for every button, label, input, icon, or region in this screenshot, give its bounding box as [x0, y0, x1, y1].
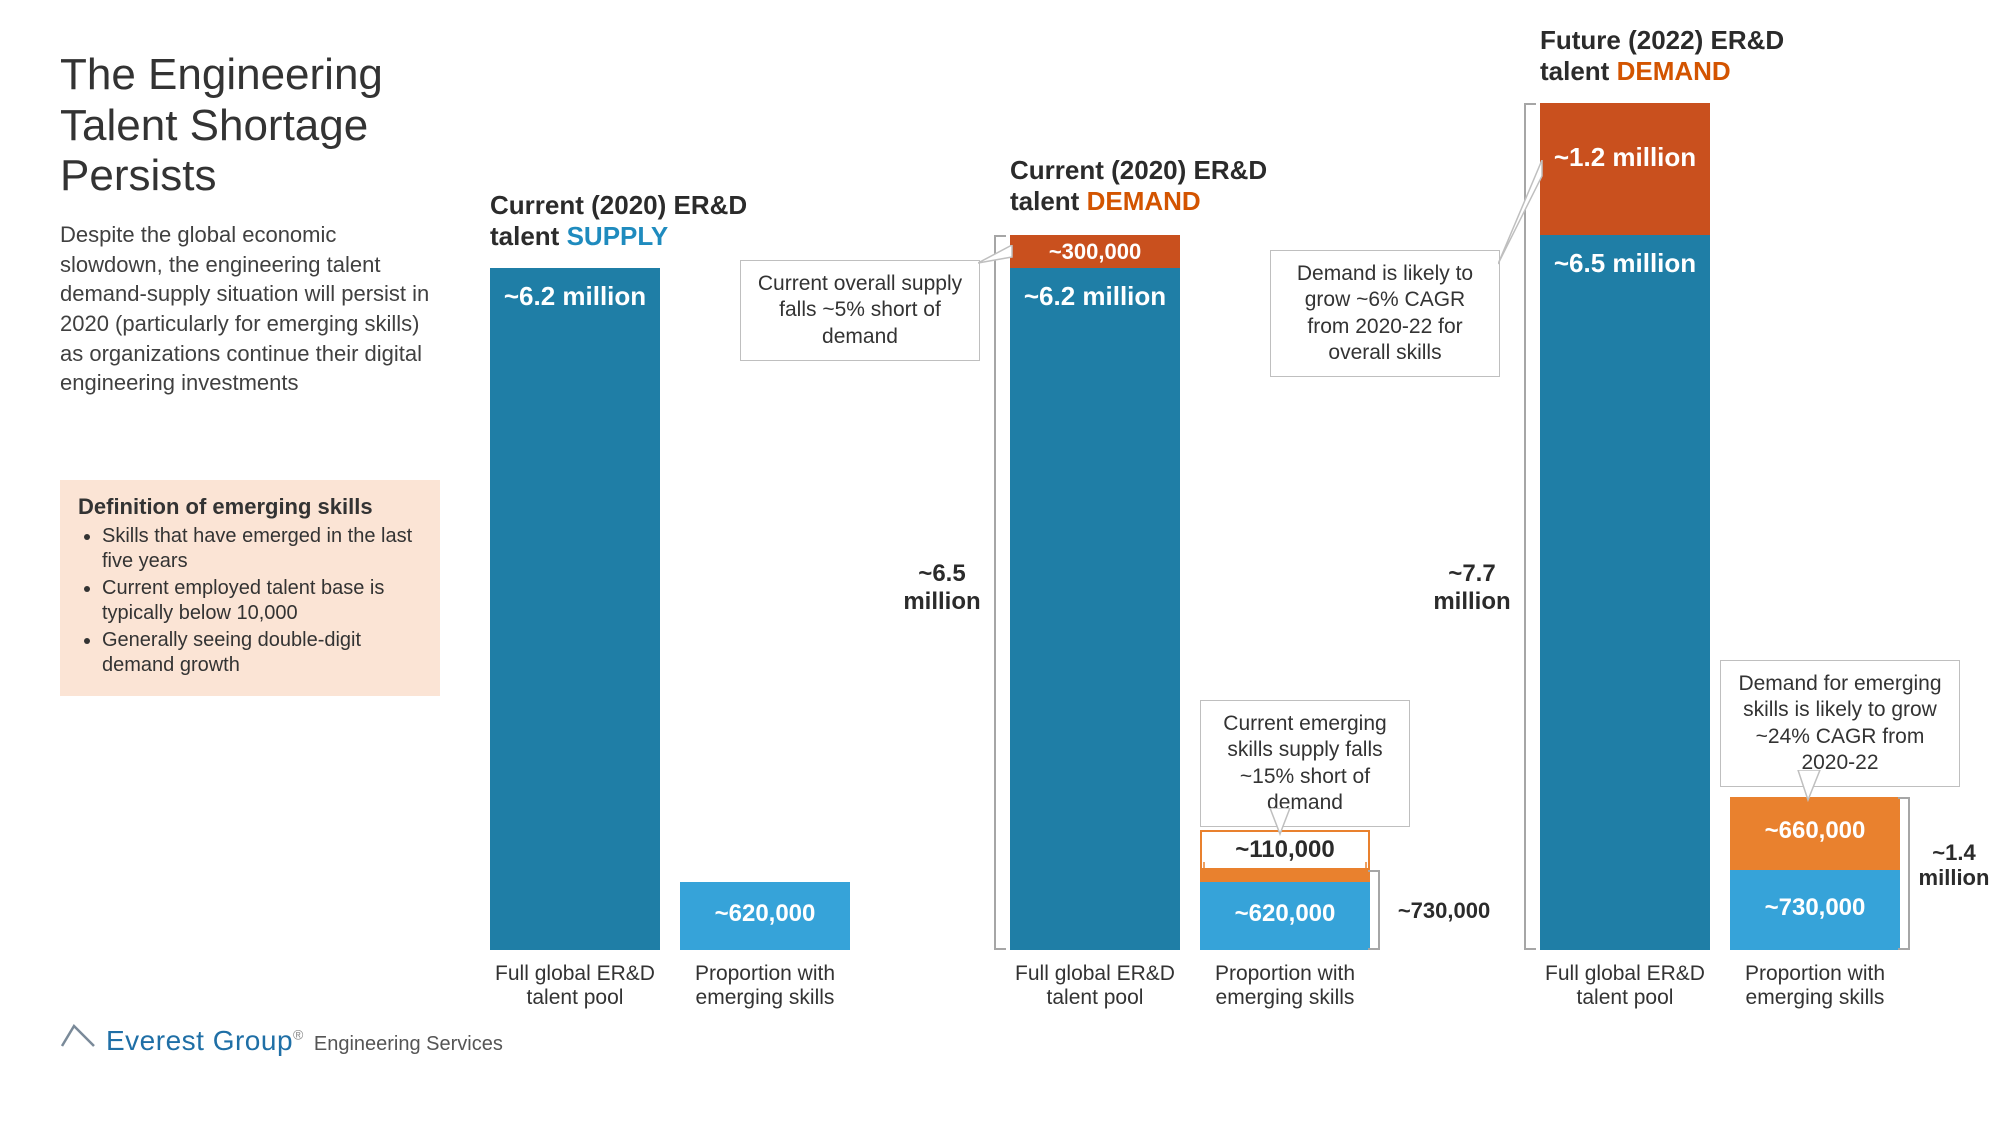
- bracket-emerging-2022: [1908, 797, 1910, 950]
- bar-label: ~6.5 million: [1540, 235, 1710, 279]
- bar-label: ~660,000: [1730, 797, 1900, 845]
- x-label: Full global ER&D talent pool: [1540, 962, 1710, 1010]
- logo-unit: Engineering Services: [314, 1033, 503, 1056]
- bar-label: ~1.2 million: [1540, 103, 1710, 173]
- logo-caret-icon: [60, 1020, 96, 1050]
- bracket-emerging-2020: [1378, 870, 1380, 950]
- page-title: The Engineering Talent Shortage Persists: [60, 50, 440, 202]
- bar-demand2022-full-gap: ~1.2 million: [1540, 103, 1710, 235]
- definition-bullet: Skills that have emerged in the last fiv…: [102, 524, 422, 574]
- slide-root: The Engineering Talent Shortage Persists…: [0, 0, 2000, 1125]
- callout: Demand is likely to grow ~6% CAGR from 2…: [1270, 250, 1500, 377]
- panel-title-supply: Current (2020) ER&D talent SUPPLY: [490, 190, 790, 252]
- bar-demand2020-full-base: ~6.2 million: [1010, 268, 1180, 950]
- definition-box: Definition of emerging skills Skills tha…: [60, 480, 440, 696]
- bar-demand2022-emerging-base: ~730,000: [1730, 870, 1900, 950]
- definition-heading: Definition of emerging skills: [78, 494, 422, 520]
- panel-title-future-demand: Future (2022) ER&D talent DEMAND: [1540, 25, 1840, 87]
- definition-list: Skills that have emerged in the last fiv…: [78, 524, 422, 678]
- callout-pointer-icon: [1790, 770, 1830, 802]
- connector-lines-icon: [1200, 862, 1370, 876]
- bar-supply-full: ~6.2 million: [490, 268, 660, 950]
- total-label: ~7.7 million: [1424, 560, 1520, 615]
- bar-label: ~300,000: [1010, 235, 1180, 264]
- x-label: Full global ER&D talent pool: [490, 962, 660, 1010]
- definition-bullet: Generally seeing double-digit demand gro…: [102, 628, 422, 678]
- callout-pointer-icon: [1498, 160, 1544, 280]
- bar-label: ~620,000: [680, 882, 850, 928]
- x-label: Proportion with emerging skills: [1200, 962, 1370, 1010]
- emerging-total-label: ~1.4 million: [1914, 840, 1994, 891]
- x-label: Proportion with emerging skills: [1730, 962, 1900, 1010]
- bar-demand2020-full-gap: ~300,000: [1010, 235, 1180, 268]
- bracket-total-2020: [994, 235, 996, 950]
- bar-label: ~6.2 million: [490, 268, 660, 312]
- x-label: Proportion with emerging skills: [680, 962, 850, 1010]
- total-label: ~6.5 million: [894, 560, 990, 615]
- bar-label: ~620,000: [1200, 882, 1370, 928]
- callout: Current overall supply falls ~5% short o…: [740, 260, 980, 361]
- callout: Current emerging skills supply falls ~15…: [1200, 700, 1410, 827]
- callout-pointer-icon: [978, 245, 1014, 285]
- x-label: Full global ER&D talent pool: [1010, 962, 1180, 1010]
- bar-label: ~6.2 million: [1010, 268, 1180, 312]
- panel-title-current-demand: Current (2020) ER&D talent DEMAND: [1010, 155, 1310, 217]
- bar-label: ~730,000: [1730, 870, 1900, 922]
- logo: Everest Group® Engineering Services: [60, 1020, 503, 1057]
- definition-bullet: Current employed talent base is typicall…: [102, 576, 422, 626]
- bar-supply-emerging: ~620,000: [680, 882, 850, 950]
- callout-pointer-icon: [1260, 808, 1300, 836]
- bar-demand2022-full-base: ~6.5 million: [1540, 235, 1710, 950]
- bar-demand2020-emerging-base: ~620,000: [1200, 882, 1370, 950]
- emerging-total-label: ~730,000: [1384, 898, 1504, 923]
- callout: Demand for emerging skills is likely to …: [1720, 660, 1960, 787]
- page-subtitle: Despite the global economic slowdown, th…: [60, 220, 440, 398]
- logo-brand: Everest Group®: [106, 1025, 304, 1057]
- bar-demand2022-emerging-gap: ~660,000: [1730, 797, 1900, 870]
